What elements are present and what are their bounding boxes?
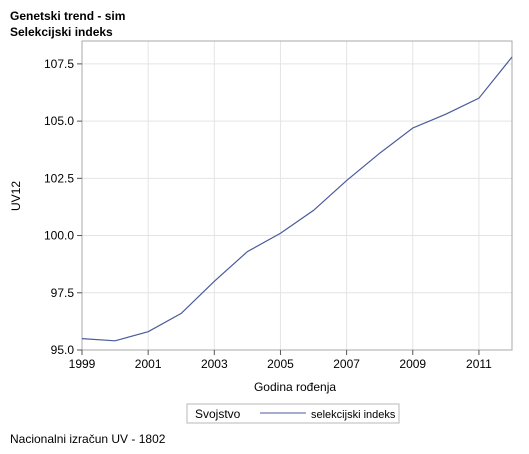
footnote: Nacionalni izračun UV - 1802 <box>10 432 166 446</box>
y-tick-label: 100.0 <box>44 229 74 243</box>
chart-title: Genetski trend - sim <box>10 9 126 23</box>
legend-title: Svojstvo <box>195 407 241 421</box>
x-tick-label: 2003 <box>201 357 228 371</box>
grid-lines <box>81 41 512 351</box>
x-tick-label: 2001 <box>135 357 162 371</box>
x-tick-label: 2009 <box>399 357 426 371</box>
y-axis-label: UV12 <box>9 181 23 211</box>
x-axis-ticks: 1999 2001 2003 2005 2007 2009 2011 <box>69 350 492 371</box>
y-tick-label: 107.5 <box>44 57 74 71</box>
x-tick-label: 2005 <box>267 357 294 371</box>
chart-subtitle: Selekcijski indeks <box>10 25 113 39</box>
y-tick-label: 105.0 <box>44 114 74 128</box>
y-tick-label: 95.0 <box>51 343 75 357</box>
x-tick-label: 1999 <box>69 357 96 371</box>
y-tick-label: 102.5 <box>44 171 74 185</box>
y-tick-label: 97.5 <box>51 286 75 300</box>
y-axis-ticks: 95.0 97.5 100.0 102.5 105.0 107.5 <box>44 57 82 357</box>
series-lines <box>81 56 513 342</box>
x-tick-label: 2007 <box>333 357 360 371</box>
series-line <box>81 56 513 342</box>
legend-entry: selekcijski indeks <box>311 409 396 421</box>
legend: Svojstvo selekcijski indeks <box>186 403 400 424</box>
x-axis-label: Godina rođenja <box>254 380 336 394</box>
x-tick-label: 2011 <box>466 357 492 371</box>
plot-area <box>81 40 513 351</box>
